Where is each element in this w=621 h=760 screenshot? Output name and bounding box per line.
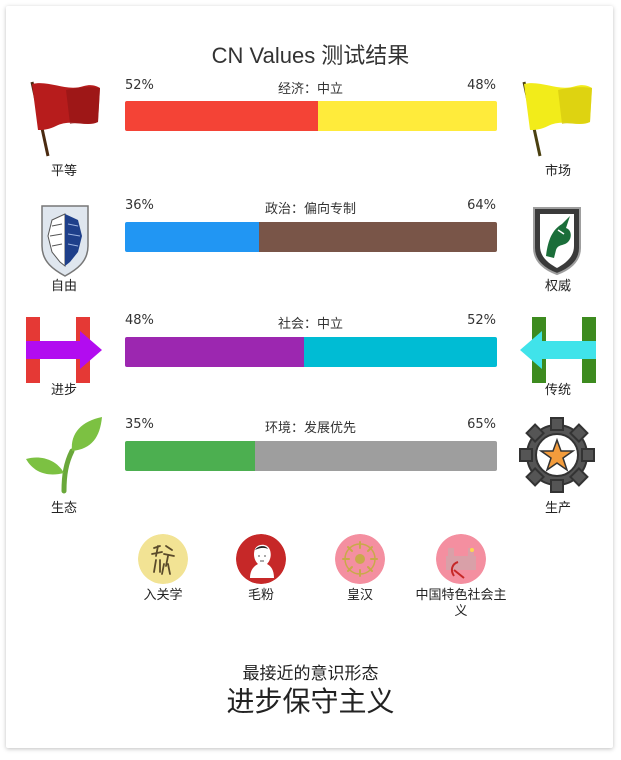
axis-right-label: 市场	[544, 164, 571, 179]
match-label: 皇汉	[346, 588, 373, 603]
axis-name: 经济：中立	[277, 82, 343, 97]
axis-bar-left	[125, 222, 259, 252]
calligraphy-icon	[138, 534, 188, 584]
axis-right-percent: 48%	[467, 78, 496, 93]
sprout-icon	[26, 417, 102, 494]
axis-name: 政治：偏向专制	[264, 202, 356, 217]
closest-ideology-caption: 最接近的意识形态	[242, 664, 379, 684]
axis-right-percent: 52%	[467, 313, 496, 328]
axis-bar-right	[255, 441, 497, 471]
axis-right-label: 权威	[544, 279, 571, 294]
closest-ideology: 进步保守主义	[226, 685, 395, 718]
axis-bar	[125, 101, 497, 131]
axis-bar-right	[258, 222, 497, 252]
axis-bar-left	[125, 101, 319, 131]
match-item[interactable]: 中国特色社会主义	[414, 534, 508, 620]
axis-bar-right	[318, 101, 497, 131]
axis-bar-left	[125, 441, 256, 471]
match-label: 毛粉	[247, 588, 274, 603]
axis-bar	[125, 222, 497, 252]
page-title: CN Values 测试结果	[211, 43, 410, 68]
match-label: 入关学	[143, 588, 183, 603]
sun-emblem-icon	[335, 534, 385, 584]
hammer-sickle-icon	[436, 534, 486, 584]
axis-left-percent: 48%	[125, 313, 154, 328]
axis-name: 环境：发展优先	[264, 421, 356, 436]
axis-bar	[125, 441, 497, 471]
axis-right-label: 生产	[544, 501, 571, 516]
yellow-flag-icon	[522, 81, 592, 157]
red-flag-icon	[30, 81, 100, 157]
gear-star-icon	[519, 417, 595, 493]
portrait-icon	[236, 534, 286, 584]
axis-bar-right	[303, 337, 497, 367]
axis-bar	[125, 337, 497, 367]
axis-left-label: 进步	[50, 383, 77, 398]
axis-right-percent: 64%	[467, 198, 496, 213]
axis-left-label: 生态	[50, 501, 77, 516]
axis-right-label: 传统	[544, 383, 571, 398]
match-item[interactable]: 皇汉	[320, 534, 400, 604]
h-arrow-left-icon	[520, 317, 596, 383]
match-label: 中国特色社会主义	[415, 588, 507, 619]
match-item[interactable]: 入关学	[123, 534, 203, 604]
match-item[interactable]: 毛粉	[221, 534, 301, 604]
h-arrow-right-icon	[26, 317, 102, 383]
axis-left-percent: 35%	[125, 417, 154, 432]
axis-left-percent: 52%	[125, 78, 154, 93]
axis-right-percent: 65%	[467, 417, 496, 432]
axis-left-label: 平等	[50, 164, 77, 179]
axis-bar-left	[125, 337, 304, 367]
unicorn-emblem-icon	[533, 207, 581, 276]
axis-left-percent: 36%	[125, 198, 154, 213]
wings-emblem-icon	[41, 205, 89, 277]
axis-name: 社会：中立	[277, 317, 343, 332]
axis-left-label: 自由	[50, 279, 77, 294]
